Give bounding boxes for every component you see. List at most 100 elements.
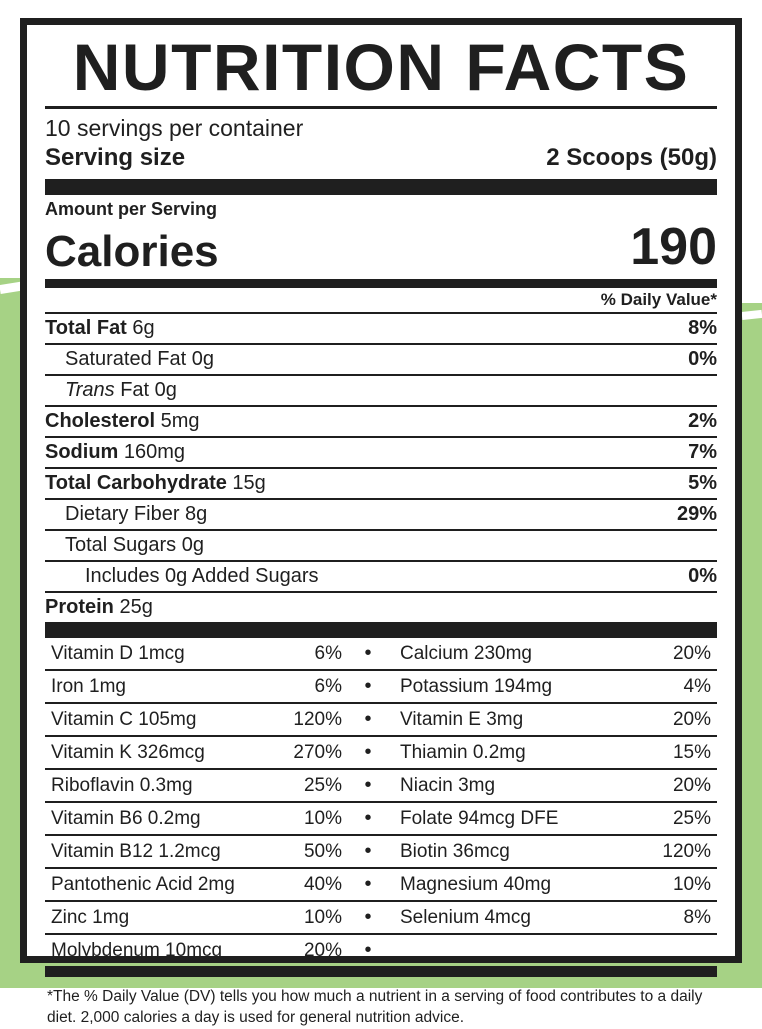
vitamin-name-left: Vitamin C 105mg: [45, 702, 256, 737]
vitamin-dv-right: 120%: [615, 834, 717, 869]
nutrient-row: Trans Fat 0g: [45, 376, 717, 407]
vitamin-dv-left: 50%: [256, 834, 342, 869]
vitamin-dv-right: 20%: [615, 768, 717, 803]
serving-size-label: Serving size: [45, 144, 186, 172]
vitamin-name-left: Vitamin D 1mcg: [45, 637, 256, 671]
bullet-separator-icon: •: [342, 637, 394, 671]
calories-label: Calories: [45, 226, 219, 276]
nutrient-daily-value: 0%: [688, 347, 717, 370]
nutrient-row: Cholesterol 5mg 2%: [45, 407, 717, 438]
nutrient-row: Protein 25g: [45, 593, 717, 622]
vitamin-dv-left: 20%: [256, 933, 342, 968]
calories-value: 190: [630, 218, 717, 277]
serving-size-row: Serving size 2 Scoops (50g): [45, 144, 717, 179]
bullet-separator-icon: •: [342, 867, 394, 902]
bullet-separator-icon: •: [342, 900, 394, 935]
nutrient-daily-value: 8%: [688, 316, 717, 339]
nutrient-list: Total Fat 6g 8% Saturated Fat 0g 0% Trans Fa…: [45, 314, 717, 622]
vitamin-dv-right: [615, 933, 717, 968]
nutrient-daily-value: 5%: [688, 471, 717, 494]
vitamin-row: Vitamin D 1mcg 6% • Calcium 230mg 20%: [45, 637, 717, 671]
nutrient-name: Total Carbohydrate 15g: [45, 471, 266, 494]
nutrient-name: Sodium 160mg: [45, 440, 186, 463]
nutrient-name-bold: Total Fat: [45, 316, 127, 339]
serving-size-value: 2 Scoops (50g): [546, 144, 717, 172]
vitamin-name-right: Magnesium 40mg: [394, 867, 615, 902]
amount-per-serving-label: Amount per Serving: [45, 199, 218, 220]
green-accent-right-stripe: [741, 309, 762, 320]
nutrient-daily-value: 29%: [676, 502, 717, 525]
nutrient-daily-value: 2%: [688, 409, 717, 432]
vitamin-row: Iron 1mg 6% • Potassium 194mg 4%: [45, 669, 717, 704]
vitamin-name-left: Zinc 1mg: [45, 900, 256, 935]
vitamin-row: Zinc 1mg 10% • Selenium 4mcg 8%: [45, 900, 717, 935]
vitamin-dv-left: 40%: [256, 867, 342, 902]
bullet-separator-icon: •: [342, 735, 394, 770]
vitamin-row: Vitamin C 105mg 120% • Vitamin E 3mg 20%: [45, 702, 717, 737]
vitamin-name-left: Pantothenic Acid 2mg: [45, 867, 256, 902]
vitamin-dv-left: 25%: [256, 768, 342, 803]
vitamin-name-right: Calcium 230mg: [394, 637, 615, 671]
bullet-separator-icon: •: [342, 801, 394, 836]
vitamin-dv-left: 10%: [256, 900, 342, 935]
bullet-separator-icon: •: [342, 669, 394, 704]
vitamin-name-left: Vitamin B12 1.2mcg: [45, 834, 256, 869]
nutrient-name-bold: Sodium: [45, 440, 119, 463]
nutrient-name: Saturated Fat 0g: [65, 347, 214, 370]
nutrient-row: Sodium 160mg 7%: [45, 438, 717, 469]
nutrient-name: Total Sugars 0g: [65, 533, 204, 556]
nutrient-row: Dietary Fiber 8g 29%: [45, 500, 717, 531]
bullet-separator-icon: •: [342, 702, 394, 737]
vitamin-name-right: Vitamin E 3mg: [394, 702, 615, 737]
divider-above-footnote: [45, 967, 717, 977]
nutrient-name-bold: Total Carbohydrate: [45, 471, 227, 494]
bullet-separator-icon: •: [342, 834, 394, 869]
divider-medium-under-calories: [45, 278, 717, 288]
bullet-separator-icon: •: [342, 768, 394, 803]
nutrition-facts-label: NUTRITION FACTS 10 servings per containe…: [20, 18, 742, 1026]
nutrient-name: Includes 0g Added Sugars: [85, 564, 319, 587]
green-accent-right-panel: [742, 303, 762, 988]
daily-value-header: % Daily Value*: [600, 289, 717, 309]
vitamin-row: Riboflavin 0.3mg 25% • Niacin 3mg 20%: [45, 768, 717, 803]
vitamins-minerals-table: Vitamin D 1mcg 6% • Calcium 230mg 20% Iron 1m…: [45, 637, 717, 968]
vitamin-name-left: Vitamin B6 0.2mg: [45, 801, 256, 836]
bullet-separator-icon: •: [342, 933, 394, 968]
vitamin-name-left: Molybdenum 10mcg: [45, 933, 256, 968]
divider-under-dv-header: [45, 311, 717, 314]
nutrient-daily-value: 0%: [688, 564, 717, 587]
servings-per-container: 10 servings per container: [45, 115, 304, 142]
vitamin-row: Vitamin B6 0.2mg 10% • Folate 94mcg DFE 25%: [45, 801, 717, 836]
vitamin-name-right: [394, 933, 615, 968]
vitamin-row: Pantothenic Acid 2mg 40% • Magnesium 40mg 10…: [45, 867, 717, 902]
vitamin-dv-left: 6%: [256, 637, 342, 671]
nutrient-row: Saturated Fat 0g 0%: [45, 345, 717, 376]
vitamin-dv-left: 6%: [256, 669, 342, 704]
vitamin-name-right: Biotin 36mcg: [394, 834, 615, 869]
calories-row: Calories 190: [45, 220, 717, 279]
vitamin-dv-right: 15%: [615, 735, 717, 770]
nutrient-row: Total Sugars 0g: [45, 531, 717, 562]
vitamin-name-left: Vitamin K 326mcg: [45, 735, 256, 770]
label-title: NUTRITION FACTS: [72, 30, 690, 104]
nutrient-name-bold: Protein: [45, 595, 114, 618]
vitamin-dv-right: 8%: [615, 900, 717, 935]
vitamin-name-right: Niacin 3mg: [394, 768, 615, 803]
nutrient-name: Dietary Fiber 8g: [65, 502, 208, 525]
nutrient-name-bold: Cholesterol: [45, 409, 156, 432]
vitamin-row: Molybdenum 10mcg 20% •: [45, 933, 717, 968]
vitamin-name-right: Selenium 4mcg: [394, 900, 615, 935]
vitamin-row: Vitamin K 326mcg 270% • Thiamin 0.2mg 15%: [45, 735, 717, 770]
nutrient-name: Cholesterol 5mg: [45, 409, 200, 432]
nutrient-name-italic: Trans: [65, 378, 115, 401]
vitamin-dv-left: 10%: [256, 801, 342, 836]
vitamin-dv-left: 270%: [256, 735, 342, 770]
nutrient-row: Total Fat 6g 8%: [45, 314, 717, 345]
nutrient-daily-value: 7%: [688, 440, 717, 463]
divider-thick-above-calories: [45, 179, 717, 196]
nutrient-name: Protein 25g: [45, 595, 153, 618]
vitamin-name-left: Iron 1mg: [45, 669, 256, 704]
nutrient-row: Includes 0g Added Sugars 0%: [45, 562, 717, 593]
divider-thick-above-vitamins: [45, 621, 717, 638]
vitamin-dv-right: 25%: [615, 801, 717, 836]
